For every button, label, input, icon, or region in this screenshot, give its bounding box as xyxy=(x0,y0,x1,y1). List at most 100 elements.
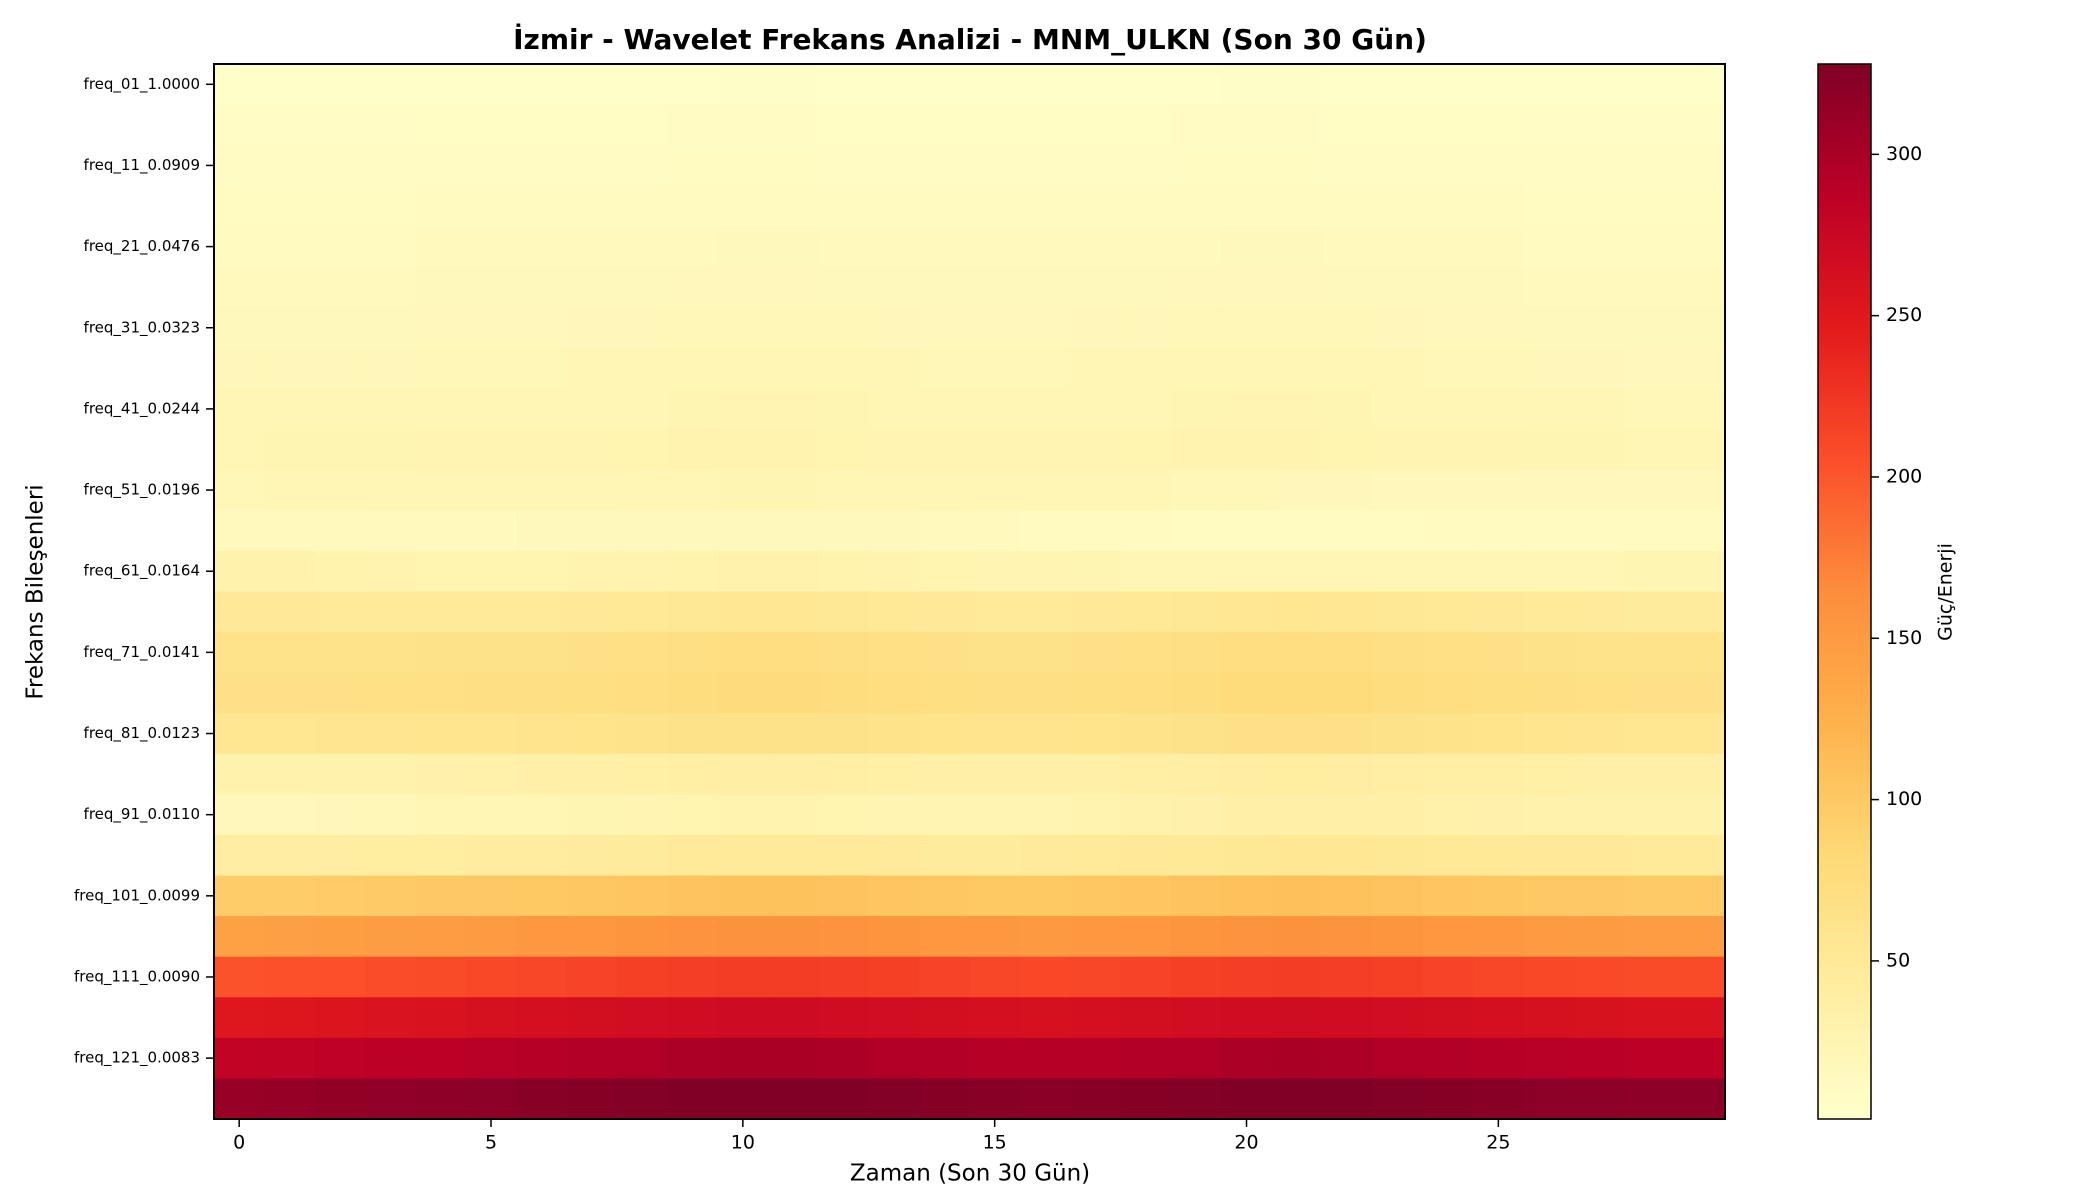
y-tick-label: freq_01_1.0000 xyxy=(84,75,200,94)
heatmap-cell xyxy=(1120,672,1172,714)
heatmap-cell xyxy=(1573,753,1625,795)
heatmap-cell xyxy=(1624,794,1676,836)
heatmap-cell xyxy=(1674,510,1726,552)
heatmap-cell xyxy=(1523,104,1575,146)
heatmap-cell xyxy=(1624,1078,1676,1120)
heatmap-cell xyxy=(465,348,517,390)
heatmap-cell xyxy=(1070,875,1122,917)
heatmap-cell xyxy=(1624,348,1676,390)
heatmap-cell xyxy=(768,348,819,390)
heatmap-cell xyxy=(1221,834,1273,877)
heatmap-cell xyxy=(768,266,819,309)
heatmap-cell xyxy=(264,145,316,187)
heatmap-cell xyxy=(415,104,467,146)
heatmap-cell xyxy=(1523,348,1575,390)
heatmap-cell xyxy=(314,753,366,795)
heatmap-cell xyxy=(667,753,719,795)
heatmap-cell xyxy=(1473,794,1525,836)
heatmap-cell xyxy=(1170,388,1222,430)
heatmap-cell xyxy=(969,348,1021,390)
heatmap-cell xyxy=(667,429,719,471)
heatmap-cell xyxy=(1322,875,1374,917)
heatmap-cell xyxy=(868,591,920,633)
heatmap-cell xyxy=(919,388,971,430)
heatmap-cell xyxy=(465,916,517,958)
heatmap-cell xyxy=(1523,794,1575,836)
heatmap-cell xyxy=(214,916,265,958)
heatmap-cell xyxy=(1221,875,1273,917)
heatmap-cell xyxy=(717,875,769,917)
heatmap-cell xyxy=(365,185,417,227)
heatmap-cell xyxy=(969,1037,1021,1080)
heatmap-cell xyxy=(1170,64,1222,106)
heatmap-cell xyxy=(214,266,265,309)
heatmap-cell xyxy=(314,510,366,552)
heatmap-cell xyxy=(516,794,568,836)
heatmap-cell xyxy=(214,753,265,795)
heatmap-cell xyxy=(1221,591,1273,633)
heatmap-cell xyxy=(1473,550,1525,593)
heatmap-cell xyxy=(1473,672,1525,714)
heatmap-cell xyxy=(1322,348,1374,390)
heatmap-cell xyxy=(1473,307,1525,349)
heatmap-cell xyxy=(868,956,920,998)
heatmap-cell xyxy=(566,632,618,674)
heatmap-cell xyxy=(818,834,870,877)
heatmap-cell xyxy=(1422,104,1474,146)
heatmap-cell xyxy=(1221,145,1273,187)
heatmap-cell xyxy=(516,550,568,593)
heatmap-cell xyxy=(1372,266,1424,309)
heatmap-cell xyxy=(1674,145,1726,187)
heatmap-cell xyxy=(566,185,618,227)
heatmap-cell xyxy=(969,956,1021,998)
heatmap-cell xyxy=(566,1037,618,1080)
heatmap-cell xyxy=(1322,997,1374,1039)
heatmap-cell xyxy=(516,997,568,1039)
heatmap-cell xyxy=(264,956,316,998)
heatmap-cell xyxy=(1221,672,1273,714)
heatmap-cell xyxy=(566,226,618,268)
heatmap-cell xyxy=(1120,307,1172,349)
heatmap-cell xyxy=(1523,510,1575,552)
heatmap-cell xyxy=(1221,104,1273,146)
heatmap-cell xyxy=(919,429,971,471)
heatmap-cell xyxy=(214,429,265,471)
heatmap-cell xyxy=(969,510,1021,552)
heatmap-cell xyxy=(818,388,870,430)
heatmap-cell xyxy=(1422,591,1474,633)
heatmap-cell xyxy=(717,429,769,471)
heatmap-cell xyxy=(566,388,618,430)
heatmap-cell xyxy=(415,591,467,633)
heatmap-cell xyxy=(818,307,870,349)
heatmap-cell xyxy=(616,226,668,268)
heatmap-cell xyxy=(415,794,467,836)
heatmap-cell xyxy=(1019,266,1071,309)
heatmap-cell xyxy=(1573,266,1625,309)
heatmap-cell xyxy=(1120,632,1172,674)
heatmap-cell xyxy=(1624,753,1676,795)
heatmap-cell xyxy=(818,1078,870,1120)
heatmap-cell xyxy=(415,64,467,106)
heatmap-cell xyxy=(667,672,719,714)
heatmap-cell xyxy=(415,672,467,714)
heatmap-cell xyxy=(1624,307,1676,349)
heatmap-cell xyxy=(1573,388,1625,430)
heatmap-cell xyxy=(969,794,1021,836)
heatmap-cell xyxy=(566,875,618,917)
heatmap-cell xyxy=(516,510,568,552)
heatmap-cell xyxy=(667,1078,719,1120)
heatmap-cell xyxy=(1019,226,1071,268)
heatmap-cell xyxy=(1372,469,1424,511)
heatmap-cell xyxy=(969,185,1021,227)
heatmap-cell xyxy=(566,916,618,958)
heatmap-cell xyxy=(919,713,971,755)
heatmap-cell xyxy=(969,713,1021,755)
heatmap-cell xyxy=(616,875,668,917)
colorbar-tick-label: 300 xyxy=(1886,143,1922,165)
heatmap-cell xyxy=(465,64,517,106)
heatmap-cell xyxy=(214,226,265,268)
heatmap-cell xyxy=(1674,875,1726,917)
heatmap-cell xyxy=(616,1037,668,1080)
heatmap-cell xyxy=(264,307,316,349)
heatmap-cell xyxy=(1422,266,1474,309)
